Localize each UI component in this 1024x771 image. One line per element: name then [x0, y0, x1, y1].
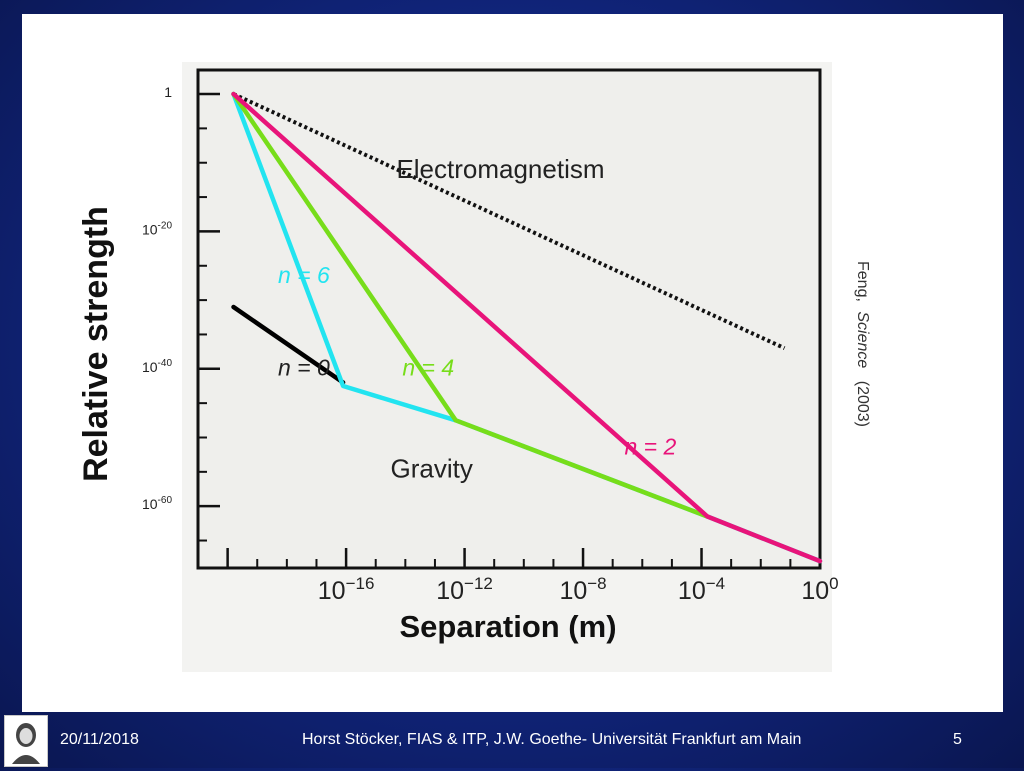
- annotation-n6: n = 6: [278, 262, 330, 288]
- y-tick-marks: [198, 92, 220, 542]
- y-tick-base: 1: [164, 84, 172, 100]
- x-tick-exponent: −4: [706, 574, 725, 593]
- footer: 20/11/2018 Horst Stöcker, FIAS & ITP, J.…: [0, 712, 1024, 768]
- x-tick-label: 10−16: [318, 574, 375, 605]
- series-line-n4: [231, 91, 710, 519]
- x-tick-exponent: −8: [587, 574, 606, 593]
- y-tick-label: 10-40: [142, 358, 172, 375]
- y-tick-exponent: -40: [158, 358, 173, 369]
- slide-panel: Electromagnetism Gravity n = 0 n = 6 n = 4 n …: [22, 14, 1003, 712]
- y-tick-label: 1: [164, 84, 172, 100]
- x-axis-label: Separation (m): [399, 609, 616, 644]
- series-layer: [231, 91, 823, 564]
- x-tick-labels: 10−16 10−12 10−8 10−4 100: [318, 574, 839, 605]
- university-logo: [4, 715, 48, 767]
- side-citation: Feng, Science (2003): [854, 261, 871, 427]
- annotation-layer: Electromagnetism Gravity n = 0 n = 6 n = 4 n …: [278, 154, 677, 483]
- series-line-electromagnetism: [232, 92, 786, 351]
- annotation-n2: n = 2: [625, 434, 677, 460]
- y-tick-base: 10: [142, 359, 158, 375]
- footer-date: 20/11/2018: [60, 731, 139, 748]
- y-tick-base: 10: [142, 221, 158, 237]
- x-tick-base: 10: [436, 577, 464, 605]
- footer-author: Horst Stöcker, FIAS & ITP, J.W. Goethe- …: [302, 731, 802, 748]
- x-tick-exponent: 0: [829, 574, 838, 593]
- y-axis-label: Relative strength: [77, 206, 115, 482]
- x-tick-base: 10: [801, 577, 829, 605]
- x-tick-label: 10−4: [678, 574, 725, 605]
- x-tick-label: 10−12: [436, 574, 493, 605]
- y-tick-exponent: -20: [158, 220, 173, 231]
- svg-text:Feng, Science: Feng, Science (2003): [854, 261, 871, 427]
- x-tick-label: 10−8: [559, 574, 606, 605]
- series-line-n0: [231, 304, 346, 385]
- x-tick-base: 10: [678, 577, 706, 605]
- citation-author: Feng,: [854, 261, 871, 302]
- x-tick-base: 10: [318, 577, 346, 605]
- annotation-gravity: Gravity: [391, 453, 473, 483]
- annotation-n4: n = 4: [402, 355, 454, 381]
- x-tick-marks: [226, 548, 822, 568]
- footer-page-number: 5: [953, 731, 962, 748]
- y-tick-base: 10: [142, 496, 158, 512]
- citation-journal: Science: [854, 311, 871, 368]
- x-tick-base: 10: [559, 577, 587, 605]
- annotation-n0: n = 0: [278, 355, 330, 381]
- y-tick-label: 10-60: [142, 495, 172, 512]
- x-tick-label: 100: [801, 574, 838, 605]
- citation-year: (2003): [854, 381, 871, 427]
- series-line-n2: [231, 91, 823, 564]
- chart: Electromagnetism Gravity n = 0 n = 6 n = 4 n …: [77, 62, 871, 672]
- x-tick-exponent: −12: [464, 574, 493, 593]
- y-tick-exponent: -60: [158, 495, 173, 506]
- annotation-electromagnetism: Electromagnetism: [396, 154, 604, 184]
- y-tick-label: 10-20: [142, 220, 172, 237]
- x-tick-exponent: −16: [346, 574, 375, 593]
